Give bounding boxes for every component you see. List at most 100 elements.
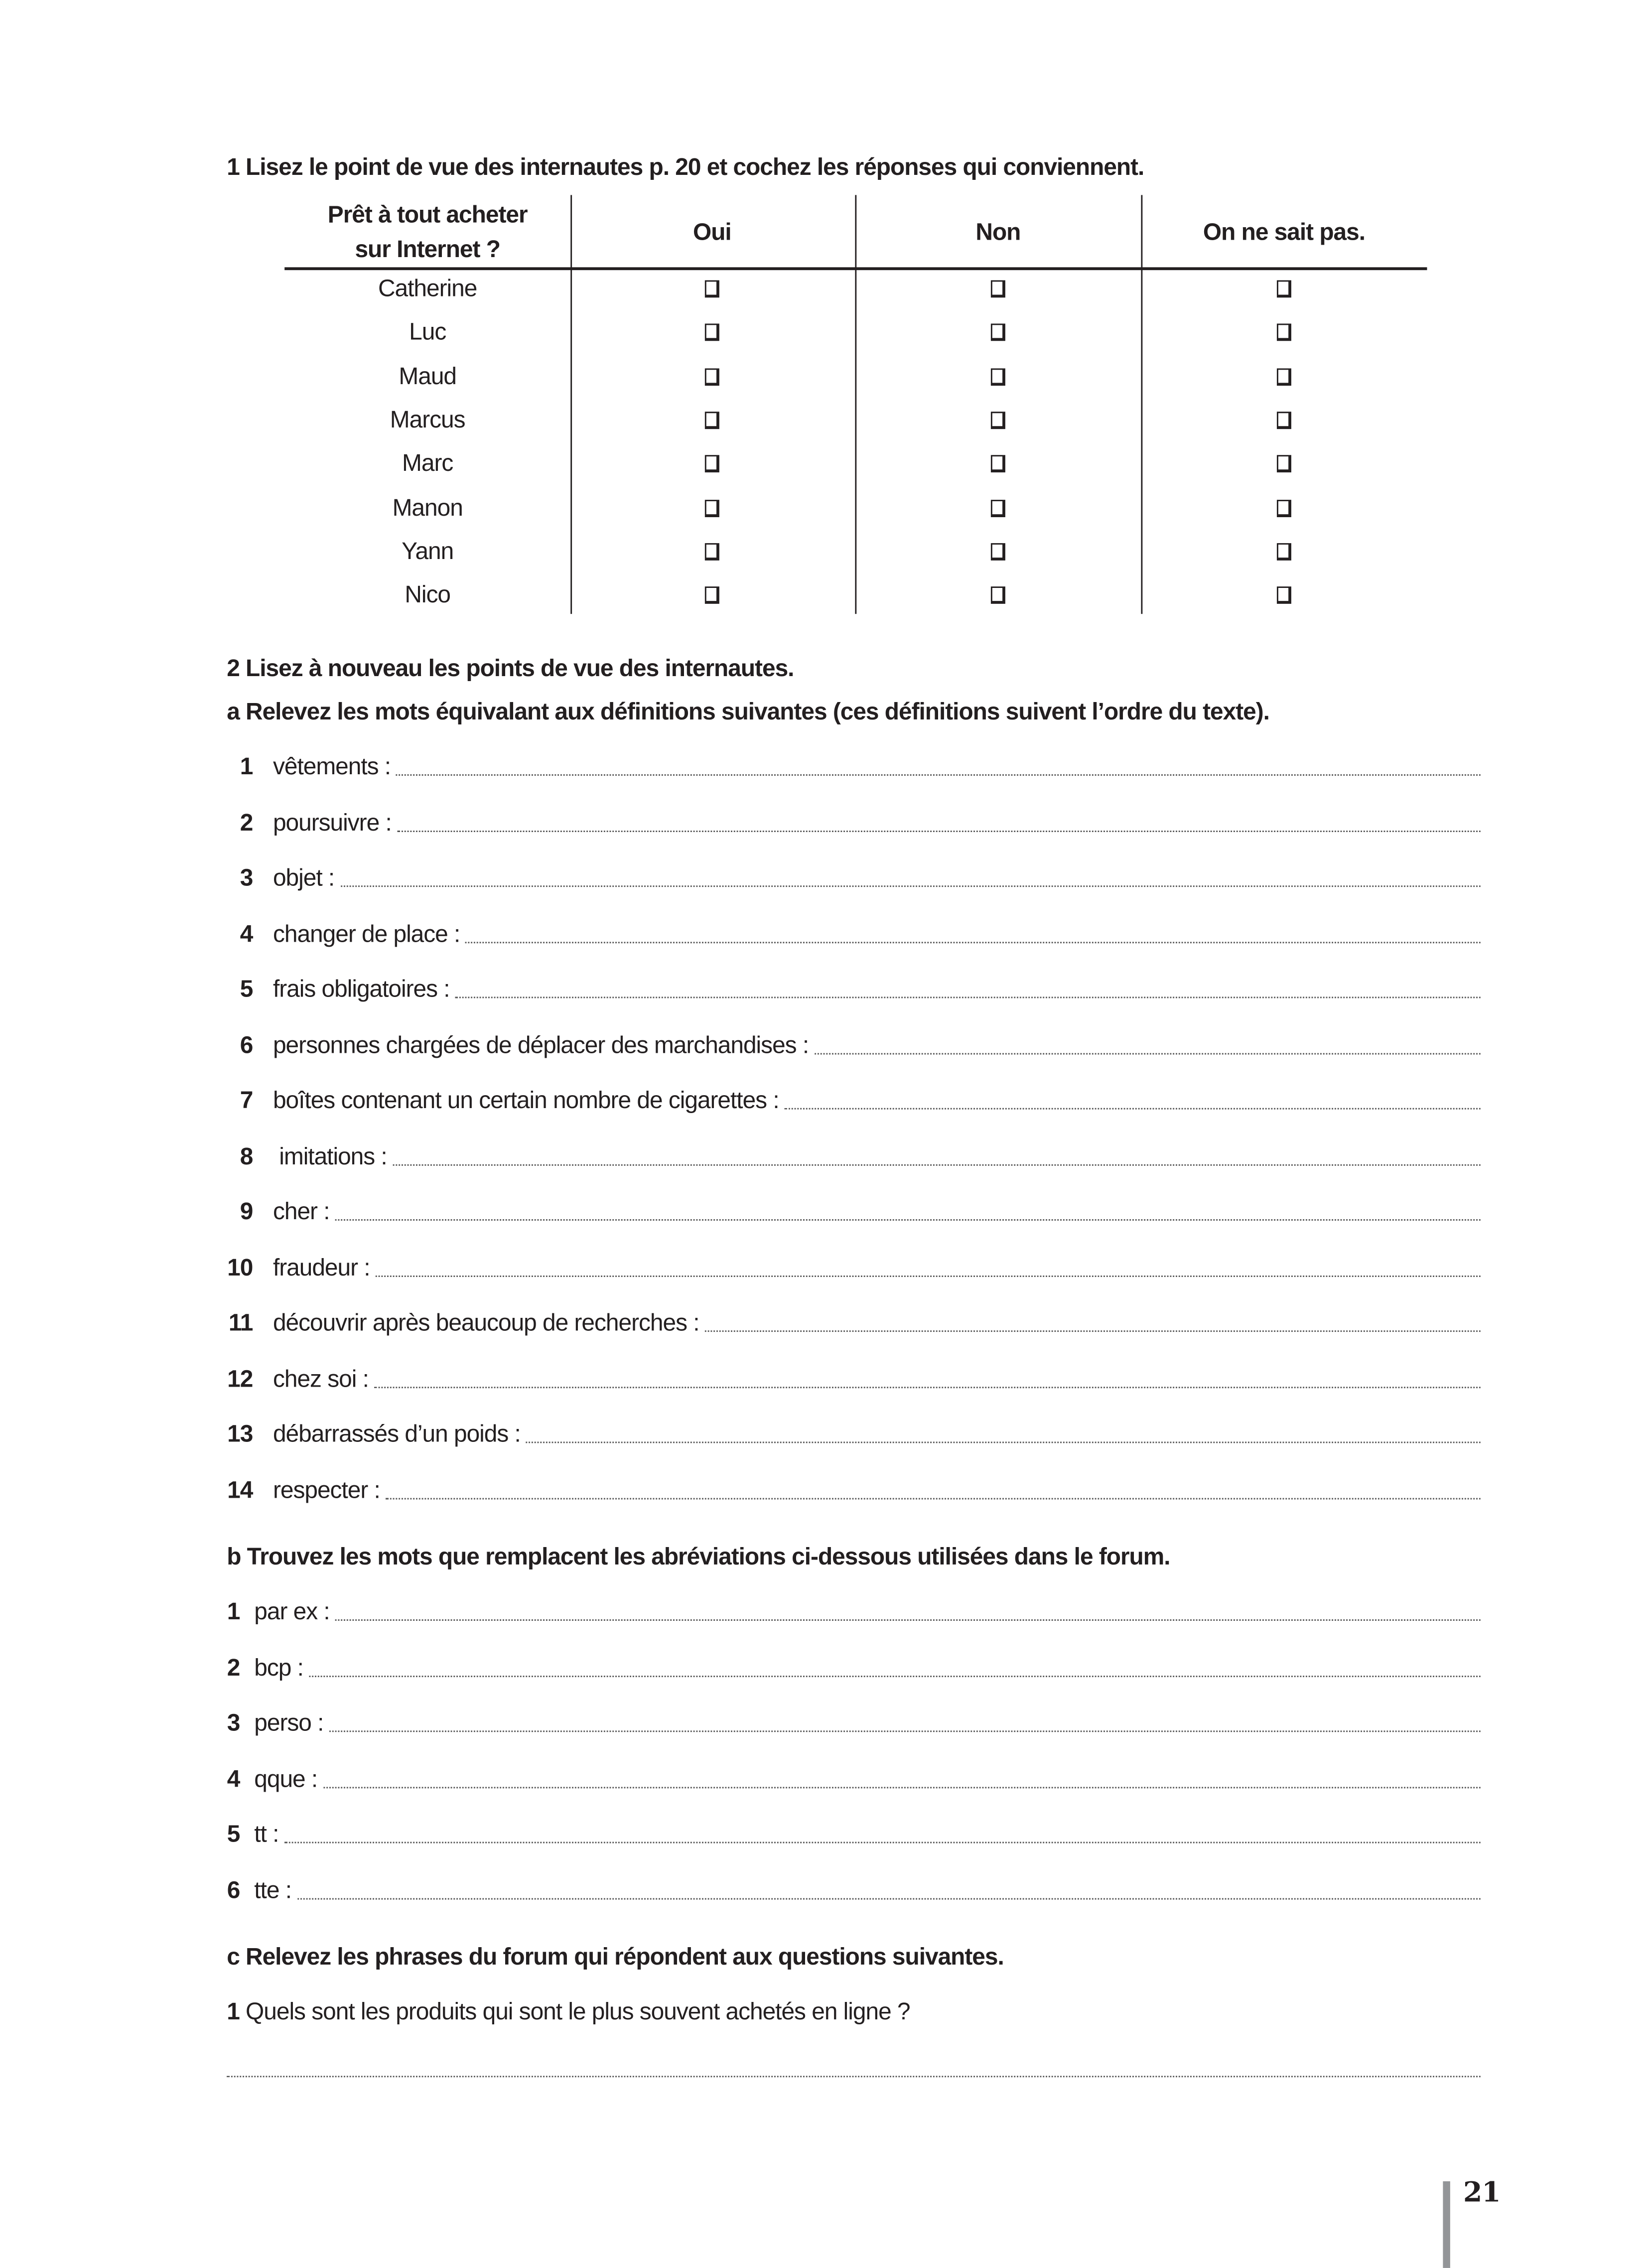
- answer-row: 1 vêtements :: [224, 753, 1481, 782]
- answer-line[interactable]: [323, 1786, 1481, 1788]
- answer-line[interactable]: [465, 941, 1481, 943]
- answer-row: 3 perso :: [227, 1709, 1481, 1738]
- answer-line[interactable]: [526, 1441, 1481, 1443]
- answer-row: 4 qque :: [227, 1764, 1481, 1793]
- answer-line[interactable]: [227, 2076, 1481, 2078]
- checkbox-oui[interactable]: [704, 411, 719, 429]
- answer-line[interactable]: [455, 996, 1481, 998]
- page-number: 21: [1463, 2177, 1501, 2209]
- item-label: découvrir après beaucoup de recherches :: [273, 1310, 700, 1336]
- answer-line[interactable]: [785, 1108, 1481, 1110]
- person-name: Luc: [409, 319, 446, 346]
- item-label: qque :: [254, 1766, 318, 1792]
- answer-row: 8 imitations :: [224, 1142, 1481, 1171]
- answer-line[interactable]: [374, 1386, 1481, 1388]
- checkbox-on-ne-sait-pas[interactable]: [1276, 280, 1291, 298]
- checkbox-non[interactable]: [990, 455, 1005, 473]
- checkbox-on-ne-sait-pas[interactable]: [1276, 324, 1291, 342]
- checkbox-non[interactable]: [990, 586, 1005, 604]
- answer-line[interactable]: [376, 1275, 1481, 1276]
- item-label: tt :: [254, 1822, 279, 1848]
- item-number: 7: [240, 1088, 254, 1114]
- item-label: boîtes contenant un certain nombre de ci…: [273, 1088, 780, 1114]
- person-name: Manon: [392, 495, 463, 521]
- answer-row: 10 fraudeur :: [224, 1253, 1481, 1282]
- answer-line[interactable]: [329, 1730, 1481, 1732]
- item-number: 2: [240, 810, 254, 836]
- exercise-2-title: 2 Lisez à nouveau les points de vue des …: [227, 656, 794, 682]
- item-label: fraudeur :: [273, 1255, 371, 1281]
- answer-line[interactable]: [284, 1842, 1481, 1843]
- person-name: Nico: [405, 582, 451, 608]
- item-label: bcp :: [254, 1655, 304, 1681]
- item-number: 4: [227, 1766, 241, 1792]
- item-number: 2: [227, 1655, 241, 1681]
- item-label: poursuivre :: [273, 810, 392, 836]
- item-number: 10: [227, 1255, 253, 1281]
- header-divider: [284, 267, 1427, 270]
- question-text: Quels sont les produits qui sont le plus…: [246, 1999, 911, 2025]
- answer-row: 6 tte :: [227, 1876, 1481, 1905]
- answer-line[interactable]: [297, 1897, 1481, 1899]
- answer-line[interactable]: [335, 1219, 1481, 1221]
- item-number: 3: [227, 1710, 241, 1736]
- checkbox-on-ne-sait-pas[interactable]: [1276, 368, 1291, 385]
- header-on-ne-sait-pas: On ne sait pas.: [1203, 219, 1366, 246]
- person-name: Maud: [399, 363, 457, 390]
- checkbox-non[interactable]: [990, 280, 1005, 298]
- answer-line[interactable]: [814, 1052, 1481, 1054]
- item-label: personnes chargées de déplacer des march…: [273, 1032, 809, 1058]
- exercise-2c-title: c Relevez les phrases du forum qui répon…: [227, 1944, 1004, 1971]
- header-non: Non: [975, 219, 1021, 246]
- checkbox-on-ne-sait-pas[interactable]: [1276, 455, 1291, 473]
- exercise-2b-title: b Trouvez les mots que remplacent les ab…: [227, 1544, 1170, 1570]
- item-label: chez soi :: [273, 1366, 369, 1392]
- item-label: changer de place :: [273, 921, 460, 947]
- item-number: 3: [240, 865, 254, 891]
- column-divider: [1141, 195, 1143, 614]
- checkbox-non[interactable]: [990, 368, 1005, 385]
- exercise-1-title: 1 Lisez le point de vue des internautes …: [227, 154, 1144, 181]
- checkbox-non[interactable]: [990, 499, 1005, 517]
- item-number: 8: [240, 1143, 254, 1169]
- checkbox-oui[interactable]: [704, 499, 719, 517]
- item-number: 6: [227, 1877, 241, 1903]
- checkbox-non[interactable]: [990, 324, 1005, 342]
- item-number: 9: [240, 1199, 254, 1225]
- checkbox-non[interactable]: [990, 411, 1005, 429]
- checkbox-on-ne-sait-pas[interactable]: [1276, 499, 1291, 517]
- exercise-2c-question-1: 1 Quels sont les produits qui sont le pl…: [227, 1998, 910, 2027]
- item-label: tte :: [254, 1877, 292, 1903]
- answer-row: 14 respecter :: [224, 1476, 1481, 1505]
- answer-row: 3 objet :: [224, 864, 1481, 893]
- checkbox-non[interactable]: [990, 543, 1005, 561]
- checkbox-oui[interactable]: [704, 543, 719, 561]
- answer-line[interactable]: [396, 774, 1481, 776]
- answer-row: 5 frais obligatoires :: [224, 975, 1481, 1004]
- checkbox-on-ne-sait-pas[interactable]: [1276, 543, 1291, 561]
- answer-line[interactable]: [393, 1163, 1481, 1165]
- checkbox-on-ne-sait-pas[interactable]: [1276, 411, 1291, 429]
- item-label: objet :: [273, 865, 335, 891]
- checkbox-on-ne-sait-pas[interactable]: [1276, 586, 1291, 604]
- checkbox-oui[interactable]: [704, 368, 719, 385]
- item-number: 1: [240, 754, 254, 780]
- item-number: 6: [240, 1032, 254, 1058]
- answer-line[interactable]: [335, 1619, 1481, 1621]
- column-divider: [570, 195, 572, 614]
- checkbox-oui[interactable]: [704, 455, 719, 473]
- item-label: vêtements :: [273, 754, 391, 780]
- item-number: 14: [227, 1477, 253, 1503]
- header-question-line2: sur Internet ?: [355, 237, 500, 263]
- answer-row: 2 poursuivre :: [224, 808, 1481, 837]
- answer-line[interactable]: [309, 1675, 1481, 1677]
- answer-line[interactable]: [340, 885, 1481, 887]
- checkbox-oui[interactable]: [704, 324, 719, 342]
- checkbox-oui[interactable]: [704, 586, 719, 604]
- item-number: 1: [227, 1599, 241, 1625]
- answer-line[interactable]: [386, 1497, 1481, 1499]
- answer-line[interactable]: [397, 830, 1481, 832]
- answer-line[interactable]: [705, 1330, 1481, 1332]
- checkbox-oui[interactable]: [704, 280, 719, 298]
